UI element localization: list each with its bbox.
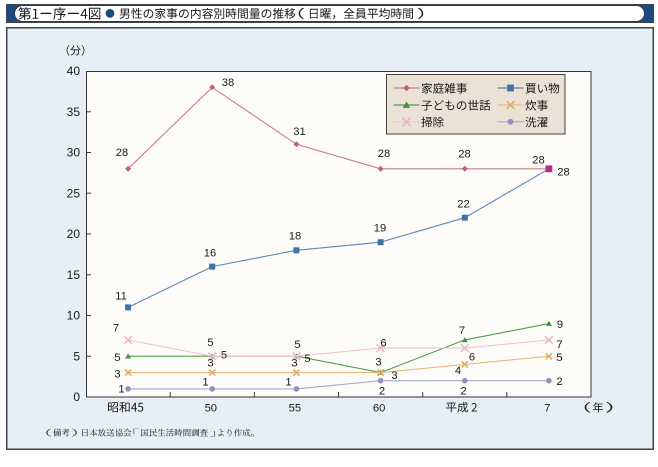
svg-text:5: 5 bbox=[207, 337, 213, 349]
svg-text:5: 5 bbox=[304, 353, 310, 365]
svg-text:30: 30 bbox=[67, 146, 81, 160]
svg-text:3: 3 bbox=[207, 358, 213, 370]
svg-text:28: 28 bbox=[378, 148, 390, 160]
svg-text:10: 10 bbox=[67, 309, 81, 323]
svg-text:28: 28 bbox=[557, 167, 569, 179]
svg-text:19: 19 bbox=[374, 223, 386, 235]
svg-text:1: 1 bbox=[202, 377, 208, 389]
svg-text:40: 40 bbox=[67, 64, 81, 78]
svg-text:11: 11 bbox=[115, 291, 127, 303]
svg-text:7: 7 bbox=[459, 325, 465, 337]
svg-text:6: 6 bbox=[469, 352, 475, 364]
svg-text:20: 20 bbox=[67, 227, 81, 241]
svg-text:28: 28 bbox=[532, 155, 544, 167]
svg-text:1: 1 bbox=[118, 383, 124, 395]
svg-text:60: 60 bbox=[373, 403, 385, 415]
svg-text:7: 7 bbox=[113, 323, 119, 335]
svg-text:7: 7 bbox=[556, 339, 562, 351]
svg-text:16: 16 bbox=[204, 248, 216, 260]
svg-text:28: 28 bbox=[458, 149, 470, 161]
svg-text:35: 35 bbox=[67, 105, 81, 119]
svg-text:15: 15 bbox=[67, 268, 81, 282]
svg-text:31: 31 bbox=[293, 126, 305, 138]
svg-text:1: 1 bbox=[285, 377, 291, 389]
svg-text:28: 28 bbox=[116, 147, 128, 159]
svg-text:0: 0 bbox=[73, 390, 80, 404]
svg-text:7: 7 bbox=[544, 403, 550, 415]
svg-text:50: 50 bbox=[205, 403, 217, 415]
svg-text:3: 3 bbox=[391, 370, 397, 382]
svg-text:25: 25 bbox=[67, 186, 81, 200]
svg-text:2: 2 bbox=[379, 386, 385, 398]
svg-text:18: 18 bbox=[289, 231, 301, 243]
svg-text:9: 9 bbox=[557, 319, 563, 331]
svg-text:3: 3 bbox=[114, 369, 120, 381]
svg-text:3: 3 bbox=[375, 357, 381, 369]
svg-text:5: 5 bbox=[73, 349, 80, 363]
svg-text:4: 4 bbox=[455, 365, 461, 377]
svg-text:2: 2 bbox=[556, 376, 562, 388]
svg-text:5: 5 bbox=[556, 352, 562, 364]
svg-text:5: 5 bbox=[221, 350, 227, 362]
svg-text:5: 5 bbox=[114, 352, 120, 364]
svg-text:5: 5 bbox=[294, 339, 300, 351]
svg-text:3: 3 bbox=[291, 358, 297, 370]
svg-text:22: 22 bbox=[457, 199, 469, 211]
svg-text:2: 2 bbox=[460, 386, 466, 398]
svg-text:6: 6 bbox=[380, 338, 386, 350]
svg-text:38: 38 bbox=[222, 77, 234, 89]
svg-text:55: 55 bbox=[289, 403, 301, 415]
